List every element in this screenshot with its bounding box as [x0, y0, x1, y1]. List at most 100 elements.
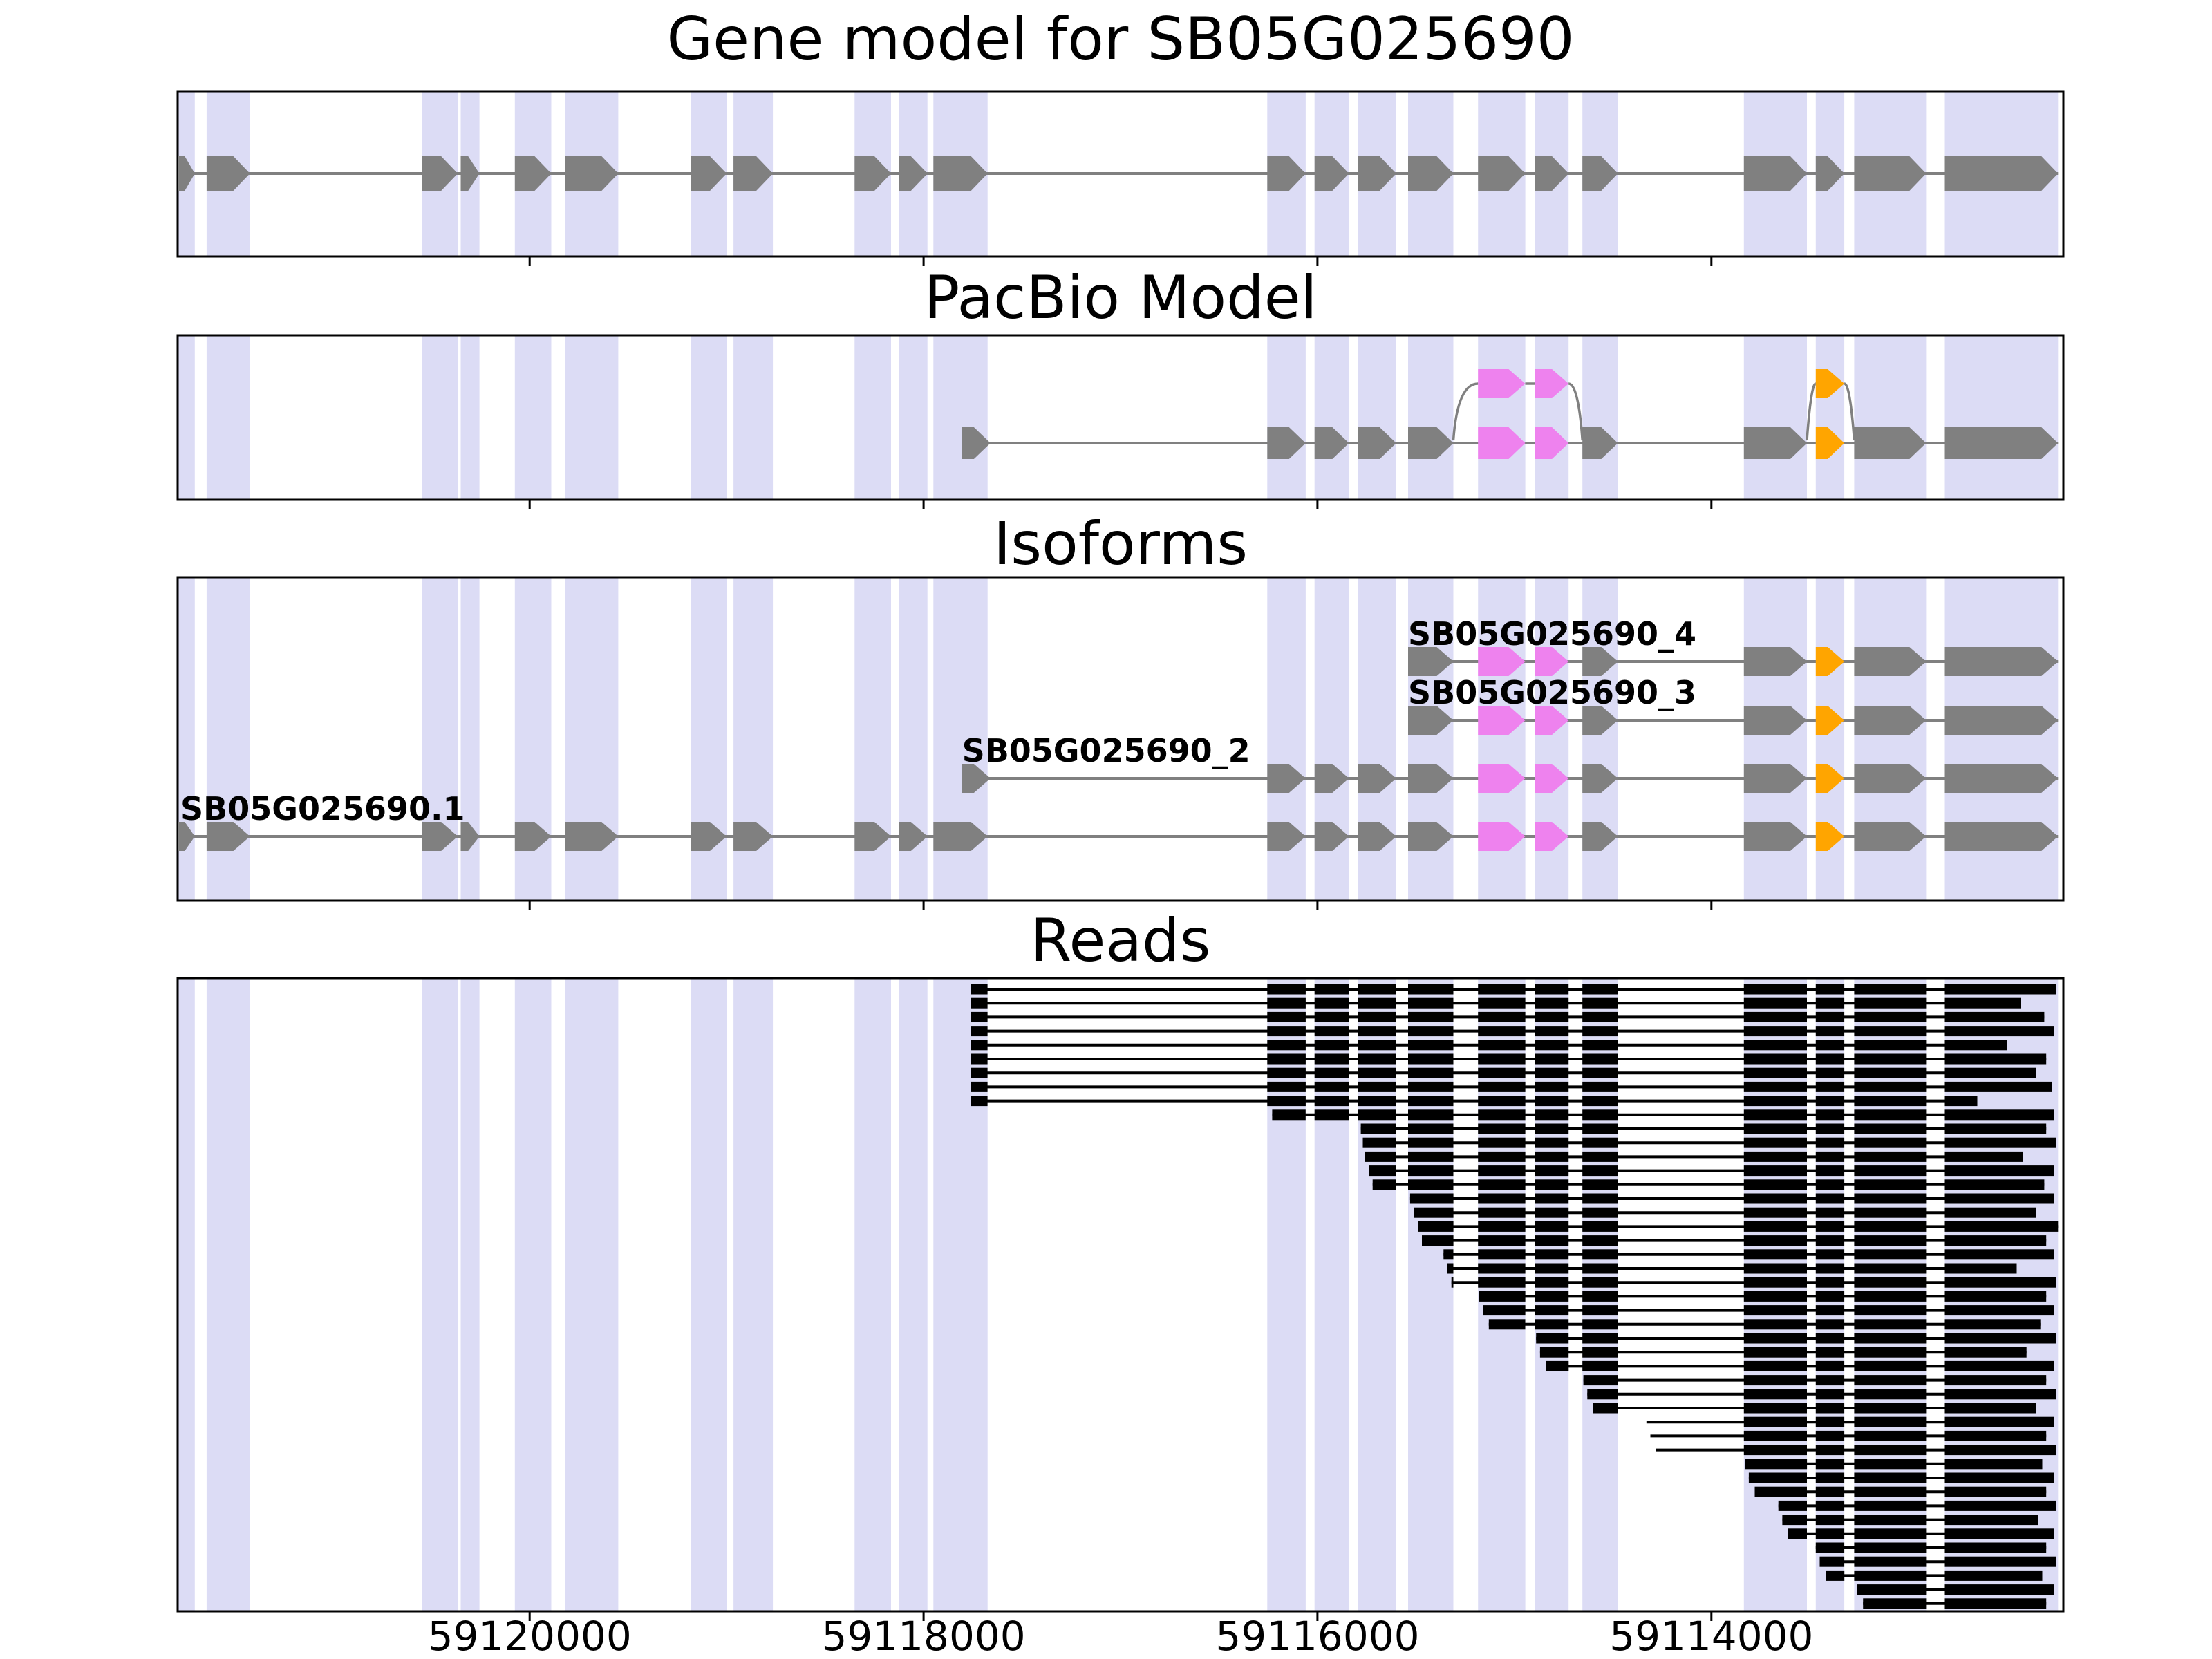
read-block	[1535, 1207, 1569, 1218]
exon-highlight-band	[1358, 336, 1396, 499]
read-block	[1815, 1319, 1845, 1330]
read-block	[1944, 1403, 2036, 1414]
read-block	[1944, 1430, 2047, 1441]
exon-violet	[1535, 427, 1569, 459]
exon-gray	[1944, 156, 2059, 191]
read-block	[1358, 1081, 1396, 1092]
read-block	[1743, 1319, 1807, 1330]
read-block	[1478, 984, 1526, 995]
read-block	[1408, 1179, 1454, 1190]
exon-violet	[1535, 369, 1569, 398]
read-block	[1743, 1235, 1807, 1246]
read-block	[1582, 1249, 1618, 1260]
read-block	[1583, 1375, 1618, 1386]
read-block	[1815, 1416, 1845, 1427]
read-block	[1535, 1096, 1569, 1107]
exon-gray	[1743, 764, 1807, 793]
isoforms-panel: SB05G025690_4 SB05G025690_3 SB05G025690_2 S…	[176, 576, 2065, 910]
exon-gray	[962, 764, 991, 793]
read-block	[1535, 1221, 1569, 1232]
read-block	[1815, 1515, 1845, 1526]
read-block	[1478, 1151, 1526, 1162]
exon-orange	[1815, 822, 1845, 851]
read-block	[1418, 1221, 1454, 1232]
read-block	[1358, 1011, 1396, 1022]
exon-orange	[1815, 706, 1845, 735]
exon-gray	[1358, 764, 1396, 793]
exon-highlight-band	[1944, 578, 2059, 900]
read-block	[1944, 1515, 2038, 1526]
exon-gray	[1944, 647, 2059, 676]
read-block	[1314, 1040, 1349, 1051]
read-block	[1854, 1403, 1927, 1414]
read-block	[1743, 1403, 1807, 1414]
read-block	[1854, 1445, 1927, 1456]
read-block	[1743, 1011, 1807, 1022]
exon-highlight-band	[1267, 578, 1306, 900]
read-block	[1314, 1026, 1349, 1037]
read-block	[1535, 1249, 1569, 1260]
exon-highlight-band	[691, 578, 727, 900]
read-block	[1854, 1528, 1927, 1539]
read-block	[1535, 1067, 1569, 1078]
read-block	[1815, 1430, 1845, 1441]
read-block	[1360, 1123, 1396, 1134]
read-block	[1944, 1277, 2056, 1288]
exon-gray	[1854, 647, 1927, 676]
exon-highlight-band	[854, 578, 891, 900]
read-block	[1314, 1011, 1349, 1022]
read-block	[1314, 997, 1349, 1009]
read-block	[1815, 1221, 1845, 1232]
exon-gray	[1854, 764, 1927, 793]
exon-gray	[422, 156, 458, 191]
read-block	[1743, 1263, 1807, 1274]
read-block	[1854, 1416, 1927, 1427]
read-block	[1944, 1263, 2017, 1274]
exon-highlight-band	[1314, 578, 1349, 900]
read-block	[1826, 1570, 1845, 1581]
panel-content: SB05G025690_4 SB05G025690_3 SB05G025690_2 S…	[178, 615, 2059, 851]
isoforms-title: Isoforms	[993, 509, 1248, 579]
read-block	[1365, 1151, 1396, 1162]
read-block	[1535, 1235, 1569, 1246]
read-block	[1815, 1360, 1845, 1371]
exon-violet	[1478, 369, 1526, 398]
read-block	[1582, 1319, 1618, 1330]
read-block	[1854, 1542, 1927, 1553]
read-block	[1582, 1081, 1618, 1092]
read-block	[1408, 1011, 1454, 1022]
read-block	[1358, 1026, 1396, 1037]
exon-violet	[1535, 764, 1569, 793]
exon-highlight-band	[514, 336, 552, 499]
exon-gray	[1854, 156, 1927, 191]
reads-panel	[176, 977, 2065, 1621]
read-block	[1815, 1277, 1845, 1288]
read-block	[1815, 984, 1845, 995]
read-block	[1478, 1067, 1526, 1078]
read-block	[1944, 1584, 2054, 1595]
read-block	[1815, 1472, 1845, 1483]
read-block	[1422, 1235, 1454, 1246]
read-block	[1854, 1207, 1927, 1218]
read-block	[1408, 1081, 1454, 1092]
read-block	[1408, 1067, 1454, 1078]
read-block	[1408, 1151, 1454, 1162]
read-block	[1314, 984, 1349, 995]
x-axis-tick-label: 59114000	[1609, 1613, 1814, 1659]
panel-border	[176, 977, 2065, 1613]
read-block	[1582, 1207, 1618, 1218]
read-block	[1815, 1305, 1845, 1316]
exon-orange	[1815, 369, 1845, 398]
read-block	[1267, 1040, 1306, 1051]
read-block	[1539, 1347, 1569, 1358]
read-block	[1267, 1053, 1306, 1065]
read-block	[1478, 1249, 1526, 1260]
read-block	[1582, 1333, 1618, 1344]
exon-gray	[933, 822, 988, 851]
read-block	[1857, 1584, 1927, 1595]
exon-gray	[1314, 427, 1349, 459]
read-block	[1478, 1040, 1526, 1051]
exon-gray	[1408, 156, 1454, 191]
read-block	[1478, 1096, 1526, 1107]
